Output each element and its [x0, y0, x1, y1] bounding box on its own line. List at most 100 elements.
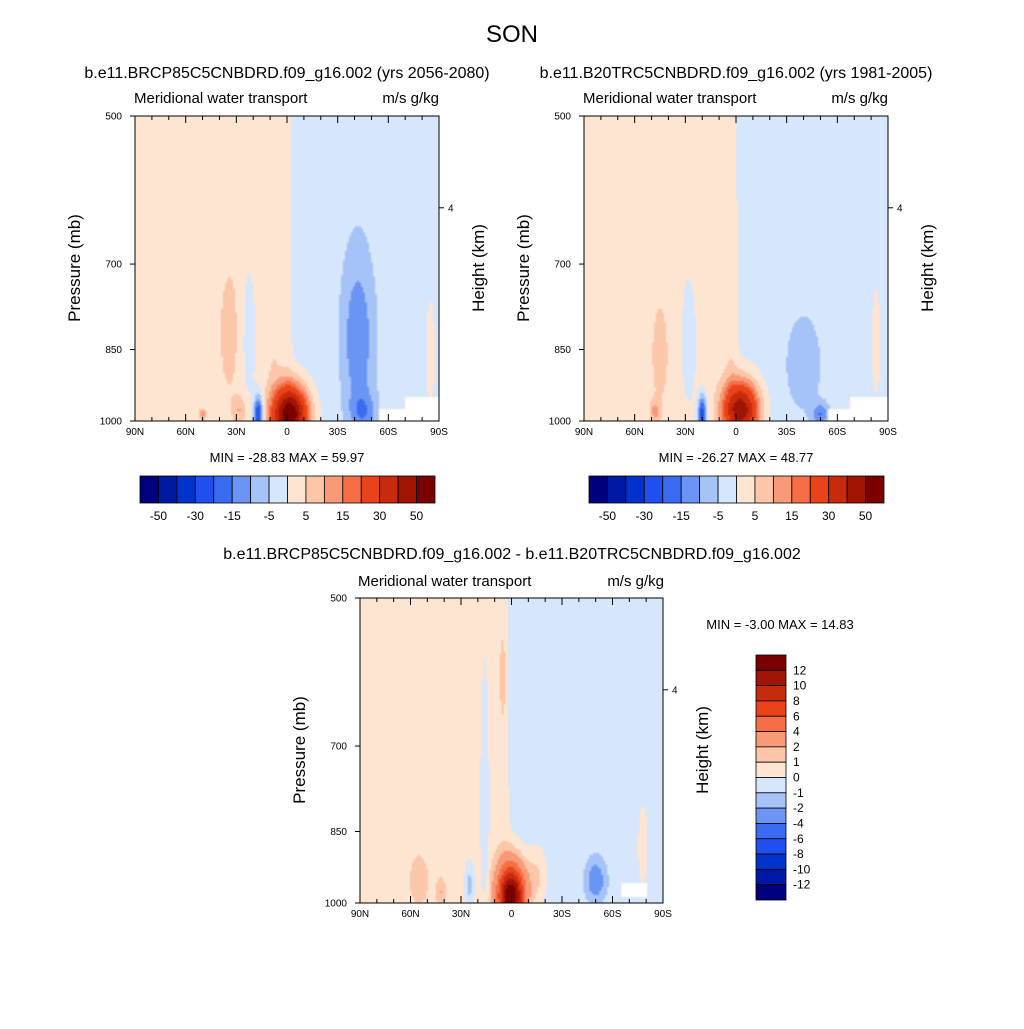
- xtick-label: 90N: [351, 909, 369, 920]
- xtick-label: 30N: [227, 427, 245, 438]
- xtick-label: 90N: [126, 427, 144, 438]
- ytick-label: 1000: [549, 417, 572, 428]
- colorbar-label: 1: [793, 755, 800, 769]
- xtick-label: 30S: [329, 427, 347, 438]
- colorbar-label: 5: [303, 509, 310, 523]
- colorbar-swatch: [305, 475, 325, 504]
- colorbar-swatch: [139, 475, 159, 504]
- colorbar-label: 10: [793, 679, 807, 693]
- xtick-label: 0: [733, 427, 739, 438]
- colorbar-label: 12: [793, 663, 807, 677]
- panel-difference-ylabel-right: Height (km): [693, 706, 712, 794]
- panel-rcp85-title: b.e11.BRCP85C5CNBDRD.f09_g16.002 (yrs 20…: [84, 65, 489, 82]
- colorbar-label: -8: [793, 847, 804, 861]
- panel-20thc-ylabel: Pressure (mb): [514, 214, 533, 322]
- panel-rcp85-colorbar: -50 -30 -15 -5 5 15 30 50: [139, 475, 436, 523]
- ytick-label: 1000: [325, 899, 348, 910]
- colorbar-swatch: [755, 884, 787, 901]
- colorbar-label: -15: [673, 509, 691, 523]
- colorbar-swatch: [755, 792, 787, 809]
- colorbar-label: 15: [785, 509, 799, 523]
- colorbar-label: 8: [793, 694, 800, 708]
- colorbar-label: -30: [636, 509, 654, 523]
- colorbar-swatch: [755, 669, 787, 687]
- colorbar-swatch: [250, 475, 270, 504]
- colorbar-label: 50: [410, 509, 424, 523]
- colorbar-swatch: [379, 475, 399, 504]
- panel-20thc-ylabel-right: Height (km): [918, 224, 937, 312]
- ytick-label: 700: [105, 260, 122, 271]
- colorbar-swatch: [755, 746, 787, 763]
- ytick-label: 850: [330, 827, 347, 838]
- colorbar-label: -30: [187, 509, 205, 523]
- xtick-label: 60N: [401, 909, 419, 920]
- colorbar-swatch: [625, 475, 645, 504]
- xtick-label: 30N: [452, 909, 470, 920]
- panel-rcp85-ylabel: Pressure (mb): [65, 214, 84, 322]
- colorbar-swatch: [397, 475, 417, 504]
- panel-difference-units-label: m/s g/kg: [607, 573, 664, 590]
- colorbar-swatch: [662, 475, 682, 504]
- colorbar-swatch: [755, 823, 787, 840]
- panel-20thc-minmax: MIN = -26.27 MAX = 48.77: [659, 450, 814, 465]
- colorbar-label: -10: [793, 862, 811, 876]
- colorbar-swatch: [755, 715, 787, 732]
- xtick-label: 60N: [625, 427, 643, 438]
- colorbar-swatch: [736, 475, 756, 504]
- panel-20thc-units-label: m/s g/kg: [831, 90, 888, 107]
- xtick-label: 90N: [575, 427, 593, 438]
- colorbar-swatch: [231, 475, 252, 504]
- colorbar-swatch: [828, 475, 848, 504]
- panel-rcp85-ticks: 500 700 850 1000 4 90N 60N 30N 0 30S 60S 90S: [100, 112, 454, 439]
- colorbar-swatch: [680, 475, 701, 504]
- xtick-label: 90S: [430, 427, 448, 438]
- colorbar-swatch: [287, 475, 307, 504]
- panel-difference-ylabel: Pressure (mb): [290, 696, 309, 804]
- colorbar-label: 5: [752, 509, 759, 523]
- colorbar-swatch: [176, 475, 196, 504]
- colorbar-swatch: [416, 475, 436, 504]
- colorbar-swatch: [809, 475, 830, 504]
- colorbar-label: -4: [793, 816, 804, 830]
- ytick-label: 500: [330, 594, 347, 605]
- xtick-label: 60N: [176, 427, 194, 438]
- panel-difference-title: b.e11.BRCP85C5CNBDRD.f09_g16.002 - b.e11…: [223, 546, 801, 563]
- colorbar-swatch: [846, 475, 866, 504]
- colorbar-swatch: [755, 853, 787, 870]
- colorbar-label: -1: [793, 786, 804, 800]
- colorbar-label: 2: [793, 740, 800, 754]
- panel-20thc-colorbar: -50 -30 -15 -5 5 15 30 50: [588, 475, 885, 523]
- panel-difference-variable-label: Meridional water transport: [358, 573, 532, 590]
- panel-rcp85-variable-label: Meridional water transport: [134, 90, 308, 107]
- colorbar-label: -50: [150, 509, 168, 523]
- colorbar-swatch: [755, 700, 787, 717]
- xtick-label: 90S: [654, 909, 672, 920]
- colorbar-swatch: [323, 475, 344, 504]
- colorbar-swatch: [755, 838, 787, 855]
- colorbar-label: -15: [224, 509, 242, 523]
- colorbar-swatch: [772, 475, 793, 504]
- ytick-label: 500: [105, 112, 122, 123]
- colorbar-swatch: [643, 475, 664, 504]
- colorbar-swatch: [213, 475, 233, 504]
- ytick-label: 850: [554, 345, 571, 356]
- panel-rcp85-plot: [135, 116, 439, 421]
- ytick-label: 700: [330, 742, 347, 753]
- panel-20thc: b.e11.B20TRC5CNBDRD.f09_g16.002 (yrs 198…: [514, 65, 937, 523]
- xtick-label: 60S: [828, 427, 846, 438]
- colorbar-swatch: [699, 475, 719, 504]
- colorbar-swatch: [717, 475, 737, 504]
- xtick-label: 30S: [553, 909, 571, 920]
- colorbar-label: 15: [336, 509, 350, 523]
- panel-difference: b.e11.BRCP85C5CNBDRD.f09_g16.002 - b.e11…: [223, 546, 853, 920]
- colorbar-label: -50: [599, 509, 617, 523]
- panel-20thc-plot: [584, 116, 888, 421]
- colorbar-swatch: [755, 731, 787, 748]
- colorbar-swatch: [360, 475, 381, 504]
- colorbar-swatch: [158, 475, 178, 504]
- ytick-label: 700: [554, 260, 571, 271]
- colorbar-swatch: [755, 685, 787, 702]
